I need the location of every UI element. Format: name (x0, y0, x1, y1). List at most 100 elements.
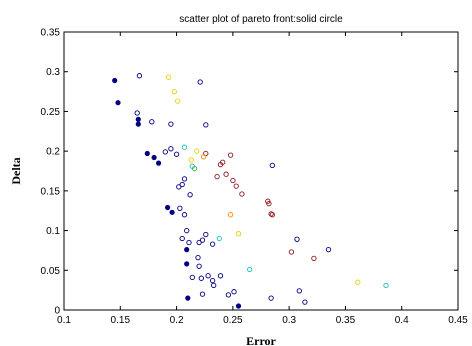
data-point (168, 121, 174, 127)
data-point (171, 88, 177, 95)
data-point (230, 177, 236, 184)
pareto-point (235, 303, 242, 309)
data-point (288, 249, 295, 255)
y-tick-label: 0.15 (41, 186, 61, 197)
data-point (194, 148, 200, 154)
data-point (168, 146, 174, 152)
data-point (268, 211, 274, 217)
data-point (166, 74, 172, 80)
x-tick-label: 0.25 (223, 315, 243, 326)
pareto-point (184, 247, 190, 253)
data-point (355, 279, 361, 285)
data-point (269, 162, 275, 169)
pareto-point (165, 204, 171, 211)
data-point (205, 273, 211, 279)
data-point (200, 154, 207, 160)
data-point (149, 119, 155, 125)
data-point (195, 254, 201, 261)
data-point (188, 157, 194, 163)
y-tick-label: 0.25 (41, 107, 61, 118)
pareto-point (144, 150, 150, 157)
data-point (265, 198, 271, 204)
pareto-point (156, 160, 162, 166)
data-point (196, 239, 202, 246)
pareto-point (112, 77, 118, 84)
data-point (325, 246, 332, 253)
pareto-point (185, 295, 191, 301)
data-point (217, 273, 224, 279)
data-point (175, 98, 181, 104)
x-tick-label: 0.35 (336, 315, 356, 326)
data-point (227, 212, 234, 218)
data-point (189, 274, 195, 281)
data-point (235, 231, 242, 237)
data-point (181, 144, 188, 150)
data-point (247, 266, 253, 273)
data-point (217, 161, 224, 168)
data-point (302, 299, 308, 305)
data-point (199, 237, 206, 243)
data-point (216, 235, 222, 242)
x-tick-label: 0.2 (170, 315, 184, 326)
x-tick-label: 0.1 (57, 315, 71, 326)
y-axis-label: Delta (9, 157, 23, 184)
plot-area (63, 31, 459, 311)
data-point (179, 181, 185, 188)
y-tick-label: 0.1 (46, 226, 60, 237)
pareto-point (184, 261, 190, 267)
data-point (198, 275, 204, 281)
data-point (294, 236, 300, 242)
pareto-point (151, 154, 157, 161)
data-point (136, 73, 143, 79)
data-point (227, 152, 234, 158)
data-point (179, 235, 185, 242)
y-tick-label: 0.05 (41, 266, 61, 277)
pareto-point (135, 116, 141, 122)
data-point (199, 291, 206, 297)
data-point (134, 110, 140, 116)
pareto-point (169, 209, 175, 215)
data-point (233, 183, 239, 189)
data-point (211, 282, 217, 289)
data-points (112, 73, 389, 309)
y-tick-label: 0 (54, 306, 60, 317)
data-point (203, 122, 209, 128)
data-point (186, 239, 192, 246)
data-point (173, 151, 180, 157)
x-tick-label: 0.45 (448, 315, 468, 326)
y-tick-label: 0.3 (46, 67, 60, 78)
data-point (231, 289, 237, 295)
data-point (225, 292, 232, 298)
data-point (223, 171, 229, 177)
data-point (184, 227, 190, 234)
data-point (239, 191, 245, 197)
data-point (296, 288, 302, 294)
data-point (181, 176, 188, 182)
pareto-point (135, 121, 141, 127)
chart-title: scatter plot of pareto front:solid circl… (179, 14, 343, 25)
data-point (209, 277, 216, 284)
data-point (197, 79, 203, 85)
data-point (196, 263, 202, 269)
data-point (214, 173, 220, 180)
data-point (176, 184, 182, 190)
data-point (177, 205, 183, 211)
axis-ticks: 0.1 0.15 0.2 0.25 0.3 0.35 0.4 0.45 0 0.05 0.1 0.15… (41, 28, 469, 327)
y-tick-label: 0.35 (41, 28, 61, 39)
data-point (181, 212, 188, 218)
pareto-point (115, 100, 121, 106)
data-point (311, 255, 317, 262)
data-point (209, 241, 216, 247)
data-point (268, 295, 274, 301)
data-point (383, 282, 389, 289)
data-point (191, 165, 198, 172)
x-axis-label: Error (246, 334, 276, 346)
x-tick-label: 0.3 (282, 315, 296, 326)
x-tick-label: 0.4 (395, 315, 409, 326)
data-point (162, 149, 168, 155)
x-tick-label: 0.15 (111, 315, 131, 326)
y-tick-label: 0.2 (46, 147, 60, 158)
data-point (269, 212, 275, 218)
data-point (203, 231, 209, 238)
